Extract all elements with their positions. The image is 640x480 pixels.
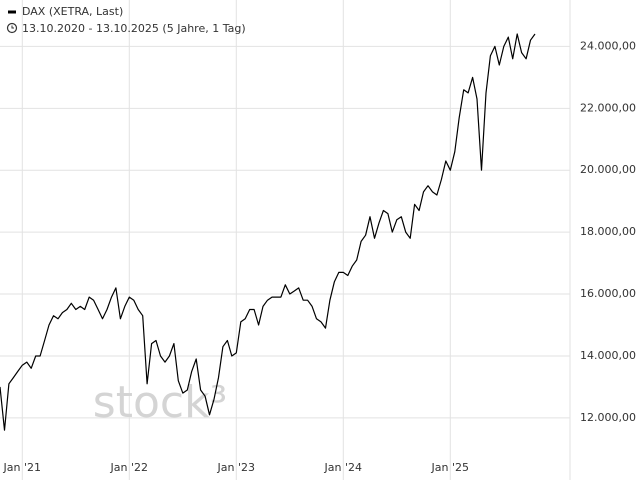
clock-hands	[11, 25, 14, 29]
y-tick-label: 24.000,00	[580, 39, 636, 52]
watermark: stock³	[93, 377, 227, 428]
legend-label: DAX (XETRA, Last)	[22, 5, 123, 18]
price-line	[0, 33, 536, 431]
subtitle: 13.10.2020 - 13.10.2025 (5 Jahre, 1 Tag)	[22, 22, 246, 35]
x-tick-label: Jan '22	[110, 461, 148, 474]
y-tick-label: 22.000,00	[580, 101, 636, 114]
y-tick-label: 18.000,00	[580, 225, 636, 238]
y-tick-label: 16.000,00	[580, 287, 636, 300]
y-tick-label: 12.000,00	[580, 411, 636, 424]
x-tick-label: Jan '23	[217, 461, 255, 474]
x-tick-label: Jan '21	[3, 461, 41, 474]
y-tick-label: 20.000,00	[580, 163, 636, 176]
y-tick-label: 14.000,00	[580, 349, 636, 362]
x-tick-label: Jan '24	[324, 461, 362, 474]
clock-icon	[6, 22, 18, 34]
x-tick-label: Jan '25	[431, 461, 469, 474]
